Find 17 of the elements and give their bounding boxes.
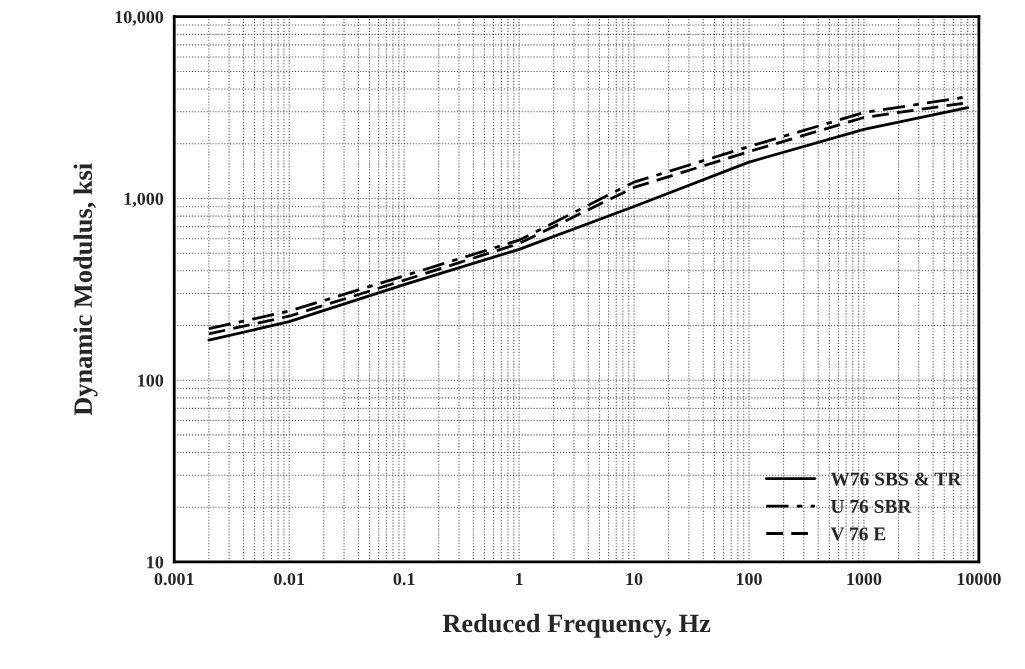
y-tick-label: 100 — [138, 374, 164, 387]
legend-label: W76 SBS & TR — [830, 472, 962, 486]
x-tick-label: 0.01 — [274, 572, 305, 586]
x-tick-label: 1000 — [847, 572, 882, 586]
x-tick-label: 100 — [736, 572, 762, 586]
y-tick-label: 10,000 — [115, 10, 164, 26]
y-tick-label: 10 — [147, 556, 164, 569]
x-tick-label: 10 — [626, 572, 643, 586]
legend-label: V 76 E — [830, 527, 886, 541]
x-tick-label: 1 — [516, 572, 523, 585]
legend-label: U 76 SBR — [830, 499, 912, 514]
x-tick-label: 0.001 — [154, 572, 194, 586]
y-tick-label: 1,000 — [124, 192, 164, 208]
y-axis-title: Dynamic Modulus, ksi — [73, 163, 98, 416]
x-tick-label: 0.1 — [393, 572, 415, 586]
x-tick-label: 10000 — [957, 572, 1001, 586]
x-axis-title: Reduced Frequency, Hz — [442, 613, 711, 638]
